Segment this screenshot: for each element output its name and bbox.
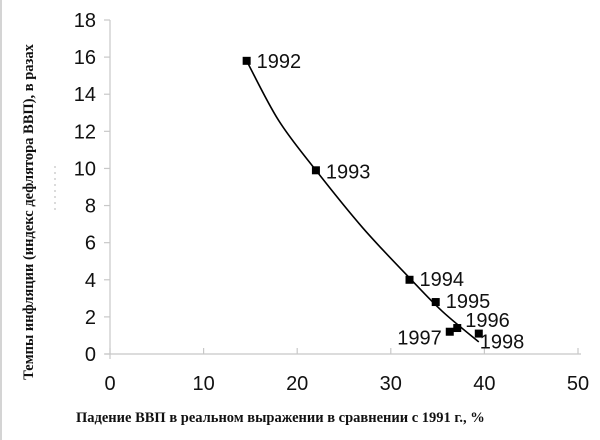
x-tick-label: 0 xyxy=(104,373,115,395)
data-point-label: 1995 xyxy=(446,291,491,313)
trend-curve-path xyxy=(245,60,480,343)
trend-curve xyxy=(245,60,480,343)
x-axis-title: Падение ВВП в реальном выражении в сравн… xyxy=(76,410,485,426)
y-tick-label: 12 xyxy=(74,121,96,143)
y-tick-label: 10 xyxy=(74,158,96,180)
x-tick-label: 10 xyxy=(192,373,214,395)
data-point-label: 1996 xyxy=(465,310,510,332)
y-tick-label: 8 xyxy=(85,196,96,218)
data-point-marker xyxy=(445,327,454,336)
x-tick-label: 20 xyxy=(286,373,308,395)
y-tick-label: 0 xyxy=(85,344,96,366)
data-point-label: 1998 xyxy=(480,332,525,354)
data-point-marker xyxy=(242,56,251,65)
y-tick-label: 18 xyxy=(74,10,96,32)
data-point-label: 1994 xyxy=(420,269,465,291)
x-tick-label: 50 xyxy=(567,373,589,395)
data-point-label: 1997 xyxy=(397,328,442,350)
data-point-marker xyxy=(431,298,440,307)
data-point-marker xyxy=(311,166,320,175)
data-point-label: 1993 xyxy=(326,161,371,183)
data-point-marker xyxy=(474,329,483,338)
y-tick-label: 16 xyxy=(74,47,96,69)
axes: 0 2 4 6 8 10 12 14 16 18 0 10 20 30 40 50 xyxy=(54,10,589,395)
y-tick-label: 4 xyxy=(85,270,96,292)
x-tick-label: 40 xyxy=(473,373,495,395)
data-point-label: 1992 xyxy=(257,51,302,73)
data-point-marker xyxy=(453,324,462,333)
y-tick-label: 14 xyxy=(74,84,96,106)
x-tick-label: 30 xyxy=(380,373,402,395)
y-tick-label: 6 xyxy=(85,233,96,255)
data-point-marker xyxy=(405,275,414,284)
y-tick-label: 2 xyxy=(85,307,96,329)
y-axis-title: Темпы инфляции (индекс дефлятора ВВП), в… xyxy=(21,43,37,379)
